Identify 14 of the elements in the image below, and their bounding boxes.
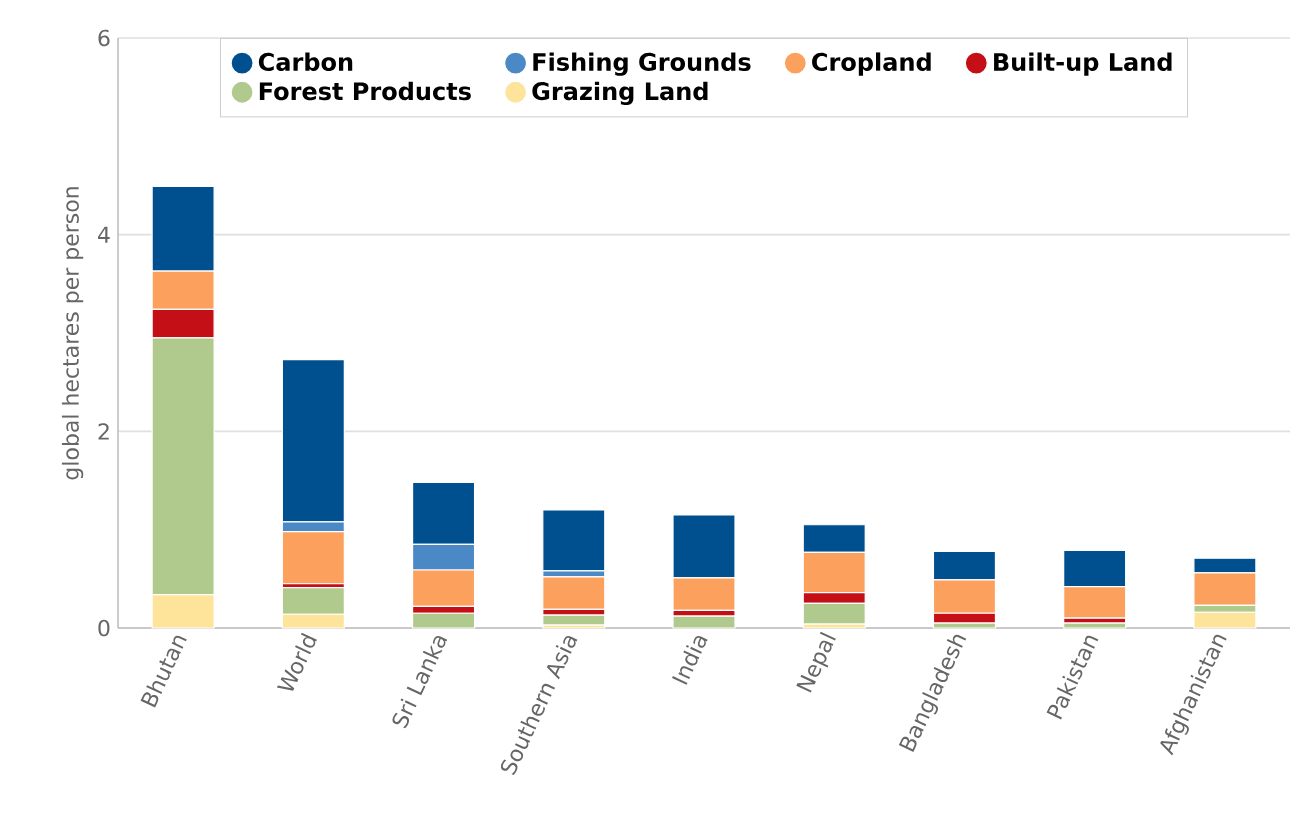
y-tick-label: 2 <box>98 423 109 440</box>
y-tick-label: 4 <box>98 226 110 243</box>
bar <box>1063 622 1127 629</box>
legend-label: Carbon <box>258 52 353 71</box>
x-tick-label: India <box>672 636 708 685</box>
y-axis-title: global hectares per person <box>61 187 84 480</box>
legend-label: Fishing Grounds <box>533 52 751 76</box>
legend-label: Grazing Land <box>532 81 708 106</box>
legend-label: Forest Products <box>259 81 471 101</box>
y-tick-label: 6 <box>98 29 110 47</box>
y-tick-label: 0 <box>98 619 110 637</box>
bar <box>542 509 606 572</box>
legend-label: Cropland <box>812 52 931 76</box>
legend-label: Built-up Land <box>994 52 1172 76</box>
